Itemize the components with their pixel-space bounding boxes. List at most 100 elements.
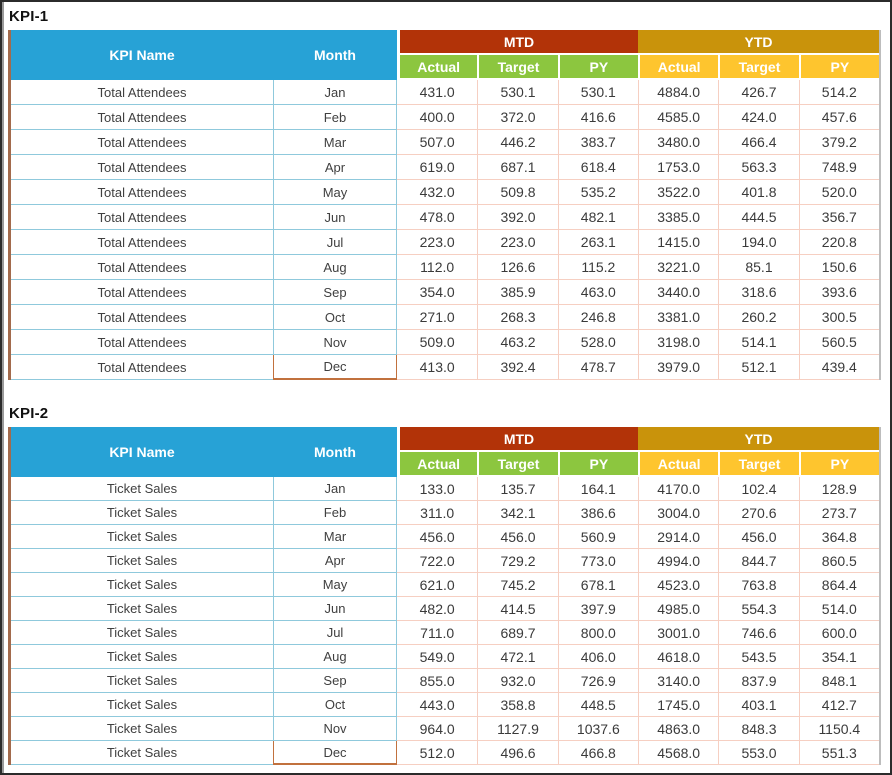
- ytd-target-cell[interactable]: 844.7: [718, 549, 799, 573]
- month-cell[interactable]: Jun: [273, 597, 397, 621]
- ytd-py-cell[interactable]: 520.0: [798, 180, 879, 205]
- ytd-actual-cell[interactable]: 4994.0: [638, 549, 719, 573]
- mtd-actual-cell[interactable]: 133.0: [397, 477, 478, 501]
- mtd-py-cell[interactable]: 246.8: [557, 305, 638, 330]
- mtd-actual-cell[interactable]: 431.0: [397, 80, 478, 105]
- ytd-target-cell[interactable]: 553.0: [718, 741, 799, 765]
- mtd-py-cell[interactable]: 463.0: [557, 280, 638, 305]
- mtd-actual-cell[interactable]: 311.0: [397, 501, 478, 525]
- mtd-actual-cell[interactable]: 722.0: [397, 549, 478, 573]
- ytd-py-cell[interactable]: 273.7: [798, 501, 879, 525]
- mtd-actual-cell[interactable]: 271.0: [397, 305, 478, 330]
- mtd-target-cell[interactable]: 358.8: [477, 693, 558, 717]
- ytd-header-cell[interactable]: YTD: [638, 427, 879, 450]
- month-cell[interactable]: May: [273, 180, 397, 205]
- month-cell[interactable]: Jul: [273, 621, 397, 645]
- mtd-actual-cell[interactable]: 507.0: [397, 130, 478, 155]
- ytd-actual-cell[interactable]: 4523.0: [638, 573, 719, 597]
- mtd-target-cell[interactable]: 509.8: [477, 180, 558, 205]
- mtd-py-cell[interactable]: 448.5: [557, 693, 638, 717]
- mtd-target-cell[interactable]: 446.2: [477, 130, 558, 155]
- mtd-actual-cell[interactable]: 512.0: [397, 741, 478, 765]
- mtd-target-cell[interactable]: 414.5: [477, 597, 558, 621]
- kpi-name-cell[interactable]: Total Attendees: [11, 130, 273, 155]
- month-cell[interactable]: Sep: [273, 280, 397, 305]
- ytd-py-cell[interactable]: 860.5: [798, 549, 879, 573]
- ytd-target-cell[interactable]: 563.3: [718, 155, 799, 180]
- mtd-target-cell[interactable]: 342.1: [477, 501, 558, 525]
- ytd-target-cell[interactable]: 401.8: [718, 180, 799, 205]
- ytd-py-cell[interactable]: 300.5: [798, 305, 879, 330]
- mtd-target-cell[interactable]: 689.7: [477, 621, 558, 645]
- mtd-actual-cell[interactable]: 964.0: [397, 717, 478, 741]
- ytd-target-cell[interactable]: 424.0: [718, 105, 799, 130]
- mtd-actual-header-cell[interactable]: Actual: [400, 55, 478, 78]
- ytd-actual-cell[interactable]: 4618.0: [638, 645, 719, 669]
- month-cell[interactable]: Mar: [273, 130, 397, 155]
- kpi-name-cell[interactable]: Ticket Sales: [11, 477, 273, 501]
- kpi-name-cell[interactable]: Ticket Sales: [11, 525, 273, 549]
- ytd-target-cell[interactable]: 746.6: [718, 621, 799, 645]
- kpi-name-cell[interactable]: Total Attendees: [11, 305, 273, 330]
- ytd-header-cell[interactable]: YTD: [638, 30, 879, 53]
- mtd-py-cell[interactable]: 773.0: [557, 549, 638, 573]
- ytd-actual-cell[interactable]: 3221.0: [638, 255, 719, 280]
- mtd-py-cell[interactable]: 478.7: [557, 355, 638, 380]
- mtd-target-cell[interactable]: 1127.9: [477, 717, 558, 741]
- mtd-py-cell[interactable]: 397.9: [557, 597, 638, 621]
- ytd-actual-cell[interactable]: 4585.0: [638, 105, 719, 130]
- ytd-actual-cell[interactable]: 3004.0: [638, 501, 719, 525]
- mtd-py-cell[interactable]: 466.8: [557, 741, 638, 765]
- ytd-py-cell[interactable]: 514.0: [798, 597, 879, 621]
- ytd-target-cell[interactable]: 102.4: [718, 477, 799, 501]
- kpi-name-cell[interactable]: Ticket Sales: [11, 645, 273, 669]
- month-cell[interactable]: Dec: [273, 741, 397, 765]
- ytd-actual-cell[interactable]: 3381.0: [638, 305, 719, 330]
- mtd-target-cell[interactable]: 932.0: [477, 669, 558, 693]
- mtd-target-cell[interactable]: 372.0: [477, 105, 558, 130]
- ytd-target-cell[interactable]: 514.1: [718, 330, 799, 355]
- ytd-py-cell[interactable]: 848.1: [798, 669, 879, 693]
- ytd-actual-header-cell[interactable]: Actual: [640, 55, 719, 78]
- month-cell[interactable]: Nov: [273, 330, 397, 355]
- ytd-py-cell[interactable]: 514.2: [798, 80, 879, 105]
- ytd-py-cell[interactable]: 439.4: [798, 355, 879, 380]
- ytd-target-cell[interactable]: 763.8: [718, 573, 799, 597]
- mtd-py-cell[interactable]: 618.4: [557, 155, 638, 180]
- mtd-py-cell[interactable]: 530.1: [557, 80, 638, 105]
- ytd-target-cell[interactable]: 512.1: [718, 355, 799, 380]
- month-cell[interactable]: May: [273, 573, 397, 597]
- mtd-target-cell[interactable]: 530.1: [477, 80, 558, 105]
- ytd-target-cell[interactable]: 554.3: [718, 597, 799, 621]
- month-cell[interactable]: Aug: [273, 645, 397, 669]
- ytd-target-header-cell[interactable]: Target: [720, 55, 799, 78]
- ytd-actual-cell[interactable]: 3480.0: [638, 130, 719, 155]
- mtd-target-cell[interactable]: 729.2: [477, 549, 558, 573]
- month-cell[interactable]: Mar: [273, 525, 397, 549]
- ytd-target-cell[interactable]: 194.0: [718, 230, 799, 255]
- ytd-py-cell[interactable]: 150.6: [798, 255, 879, 280]
- ytd-actual-cell[interactable]: 4884.0: [638, 80, 719, 105]
- ytd-target-cell[interactable]: 848.3: [718, 717, 799, 741]
- mtd-py-cell[interactable]: 386.6: [557, 501, 638, 525]
- mtd-target-cell[interactable]: 745.2: [477, 573, 558, 597]
- ytd-actual-cell[interactable]: 2914.0: [638, 525, 719, 549]
- mtd-header-cell[interactable]: MTD: [400, 30, 638, 53]
- mtd-py-cell[interactable]: 383.7: [557, 130, 638, 155]
- mtd-target-cell[interactable]: 223.0: [477, 230, 558, 255]
- mtd-py-header-cell[interactable]: PY: [559, 452, 638, 475]
- kpi-name-cell[interactable]: Ticket Sales: [11, 549, 273, 573]
- mtd-py-cell[interactable]: 560.9: [557, 525, 638, 549]
- month-cell[interactable]: Jul: [273, 230, 397, 255]
- month-cell[interactable]: Sep: [273, 669, 397, 693]
- mtd-actual-cell[interactable]: 621.0: [397, 573, 478, 597]
- kpi-name-cell[interactable]: Ticket Sales: [11, 501, 273, 525]
- ytd-py-cell[interactable]: 600.0: [798, 621, 879, 645]
- ytd-actual-cell[interactable]: 4863.0: [638, 717, 719, 741]
- month-cell[interactable]: Oct: [273, 693, 397, 717]
- ytd-actual-cell[interactable]: 4170.0: [638, 477, 719, 501]
- month-cell[interactable]: Dec: [273, 355, 397, 380]
- mtd-actual-cell[interactable]: 432.0: [397, 180, 478, 205]
- mtd-py-cell[interactable]: 726.9: [557, 669, 638, 693]
- ytd-target-cell[interactable]: 318.6: [718, 280, 799, 305]
